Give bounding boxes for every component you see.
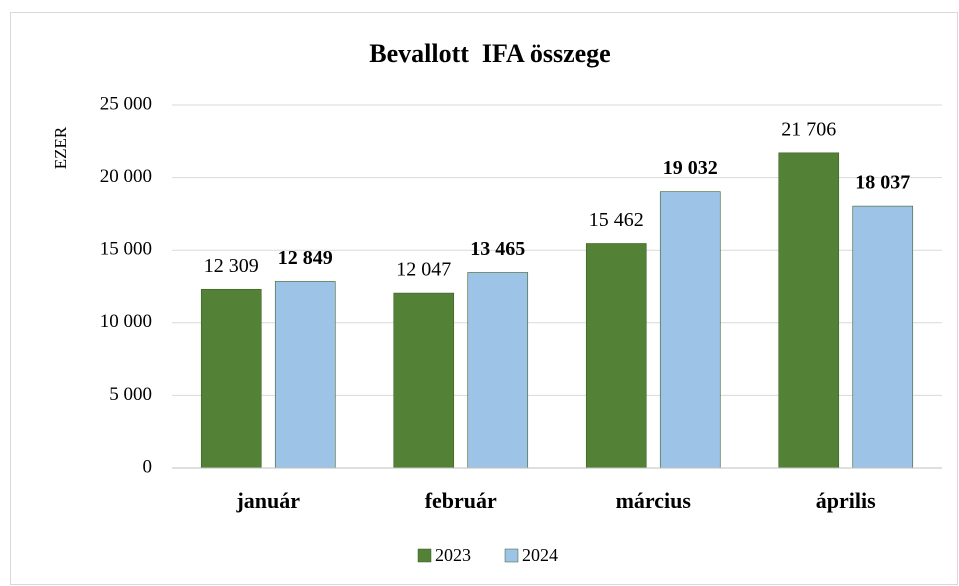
bar — [659, 191, 721, 469]
value-label: 12 047 — [396, 259, 451, 281]
bar — [467, 272, 529, 469]
y-tick-label: 25 000 — [100, 93, 152, 114]
value-label: 15 462 — [589, 209, 644, 231]
value-label: 18 037 — [855, 172, 910, 194]
y-tick-label: 0 — [143, 456, 153, 477]
bar — [200, 288, 262, 469]
bar — [585, 243, 647, 469]
legend-swatch — [504, 548, 519, 563]
y-tick-label: 20 000 — [100, 166, 152, 187]
y-tick-label: 10 000 — [100, 311, 152, 332]
value-label: 21 706 — [781, 118, 836, 140]
x-tick-label: április — [816, 488, 876, 513]
bar — [778, 152, 840, 469]
value-label: 12 309 — [204, 255, 259, 277]
y-tick-label: 5 000 — [109, 384, 152, 405]
legend-label: 2024 — [522, 545, 558, 565]
value-label: 13 465 — [470, 238, 525, 260]
y-tick-label: 15 000 — [100, 239, 152, 260]
bar — [393, 292, 455, 469]
x-tick-label: január — [235, 488, 300, 513]
value-label: 12 849 — [278, 247, 333, 269]
y-axis-label: EZER — [51, 126, 70, 169]
legend-label: 2023 — [435, 545, 471, 565]
bar — [852, 205, 914, 469]
chart-title: Bevallott IFA összege — [369, 39, 610, 68]
legend-swatch — [417, 548, 432, 563]
x-tick-label: március — [616, 488, 692, 513]
bar — [274, 281, 336, 469]
value-label: 19 032 — [663, 157, 718, 179]
x-tick-label: február — [425, 488, 497, 513]
